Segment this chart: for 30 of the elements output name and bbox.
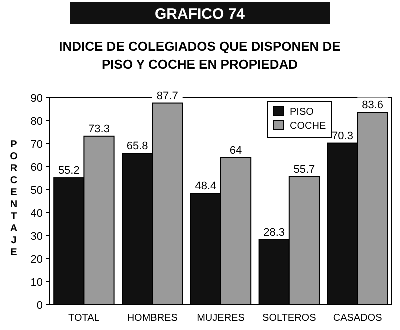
y-tick-label: 10: [30, 277, 43, 289]
data-label: 64: [230, 144, 242, 157]
x-tick-label: HOMBRES: [127, 313, 178, 324]
legend-label: COCHE: [290, 121, 326, 132]
y-tick-label: 30: [30, 231, 43, 243]
data-label: 83.6: [362, 100, 384, 112]
x-tick-label: SOLTEROS: [262, 313, 317, 324]
data-label: 70.3: [332, 130, 354, 142]
y-tick-label: 60: [30, 162, 43, 174]
x-tick-label: TOTAL: [68, 313, 100, 324]
y-tick-label: 90: [30, 93, 43, 105]
data-label: 65.8: [126, 140, 148, 153]
data-label: 48.4: [195, 180, 217, 193]
chart-title: GRAFICO 74: [154, 6, 246, 23]
y-tick-label: 20: [30, 254, 43, 266]
data-label: 73.3: [88, 123, 110, 136]
y-tick-label: 70: [30, 139, 43, 151]
y-tick-label: 80: [30, 116, 43, 128]
text: PORCENTAJE: [10, 140, 18, 258]
y-tick-label: 0: [36, 300, 43, 312]
data-label: 28.3: [264, 226, 286, 239]
data-label: 87.7: [156, 90, 178, 102]
chart-subtitle: INDICE DE COLEGIADOS QUE DISPONEN DE PISO Y COCHE EN PROPIEDAD: [59, 39, 342, 72]
y-tick-label: 40: [30, 208, 43, 220]
legend-label: PISO: [290, 107, 314, 118]
data-label: 55.2: [58, 165, 80, 178]
x-tick-label: CASADOS: [333, 313, 383, 324]
y-tick-label: 50: [30, 185, 43, 197]
x-tick-label: MUJERES: [197, 313, 246, 324]
data-label: 55.7: [294, 164, 316, 176]
